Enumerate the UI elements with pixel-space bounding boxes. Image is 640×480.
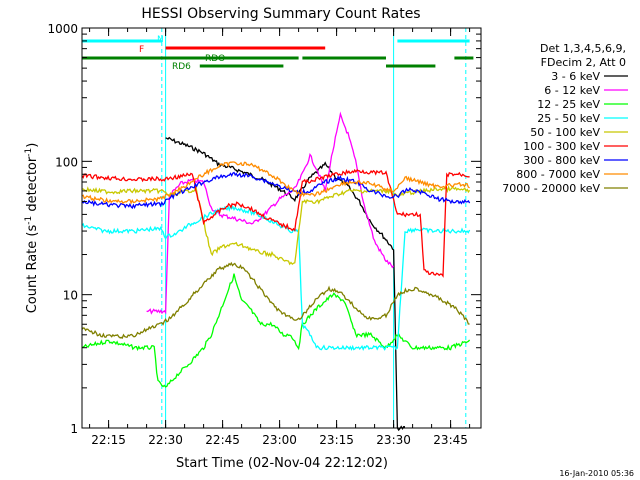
x-tick-label-0: 22:15: [91, 433, 126, 447]
x-tick-label-5: 23:30: [376, 433, 411, 447]
legend-label-12-25-kev: 12 - 25 keV: [537, 98, 600, 111]
x-axis-label: Start Time (02-Nov-04 22:12:02): [176, 456, 388, 471]
y-axis-label-main: Count Rate (s: [25, 225, 40, 314]
footer-timestamp: 16-Jan-2010 05:36: [559, 469, 634, 478]
flag-label-night: N: [157, 35, 164, 45]
legend-label-100-300-kev: 100 - 300 keV: [523, 140, 600, 153]
x-tick-label-4: 23:15: [319, 433, 354, 447]
legend-label-50-100-kev: 50 - 100 keV: [530, 126, 600, 139]
series-line-100-300-kev: [81, 168, 470, 278]
legend-label-6-12-kev: 6 - 12 keV: [544, 84, 600, 97]
x-axis-ticks: 22:15 22:30 22:45 23:00 23:15 23:30 23:45: [89, 28, 471, 447]
y-axis-label: Count Rate (s-1 detector-1): [24, 143, 40, 314]
y-axis-label-mid: detector: [25, 156, 40, 216]
x-tick-label-6: 23:45: [433, 433, 468, 447]
legend-label-7000-20000-kev: 7000 - 20000 keV: [502, 182, 600, 195]
legend-label-800-7000-kev: 800 - 7000 keV: [516, 168, 600, 181]
legend-label-3-6-kev: 3 - 6 keV: [551, 70, 600, 83]
flag-bars: [82, 39, 474, 68]
flag-label-rd6: RD6: [172, 62, 191, 72]
series-line-50-100-kev: [82, 184, 471, 266]
series-line-300-800-kev: [81, 171, 471, 210]
legend: Det 1,3,4,5,6,9, FDecim 2, Att 0 3 - 6 k…: [502, 42, 628, 195]
series-line-12-25-kev: [81, 273, 471, 388]
y-tick-label-3: 1000: [47, 22, 78, 36]
series-line-7000-20000-kev: [81, 261, 470, 339]
y-tick-label-0: 1: [70, 422, 78, 436]
legend-label-300-800-kev: 300 - 800 keV: [523, 154, 600, 167]
flag-label-rdo: RDO: [205, 54, 225, 64]
y-tick-label-2: 100: [55, 155, 78, 169]
x-tick-label-2: 22:45: [205, 433, 240, 447]
legend-header-line1: Det 1,3,4,5,6,9,: [540, 42, 626, 55]
series-line-25-50-kev: [81, 204, 471, 352]
flag-label-flare: F: [139, 45, 144, 55]
y-axis-label-sup2: -1: [24, 148, 34, 157]
chart-title: HESSI Observing Summary Count Rates: [141, 6, 420, 22]
legend-header-line2: FDecim 2, Att 0: [541, 56, 626, 69]
plot-frame: [81, 27, 482, 429]
legend-label-25-50-kev: 25 - 50 keV: [537, 112, 600, 125]
series-line-6-12-kev: [146, 111, 395, 315]
y-axis-ticks: 1 10 100 1000: [47, 22, 481, 436]
x-tick-label-1: 22:30: [148, 433, 183, 447]
series-line-3-6-kev: [165, 136, 406, 432]
x-tick-label-3: 23:00: [262, 433, 297, 447]
series-line-800-7000-kev: [81, 161, 470, 205]
series-lines: [81, 111, 471, 432]
vertical-marker-lines: [161, 28, 467, 428]
y-axis-label-sup1: -1: [24, 216, 34, 225]
y-tick-label-1: 10: [63, 289, 78, 303]
y-axis-label-end: ): [25, 143, 40, 148]
